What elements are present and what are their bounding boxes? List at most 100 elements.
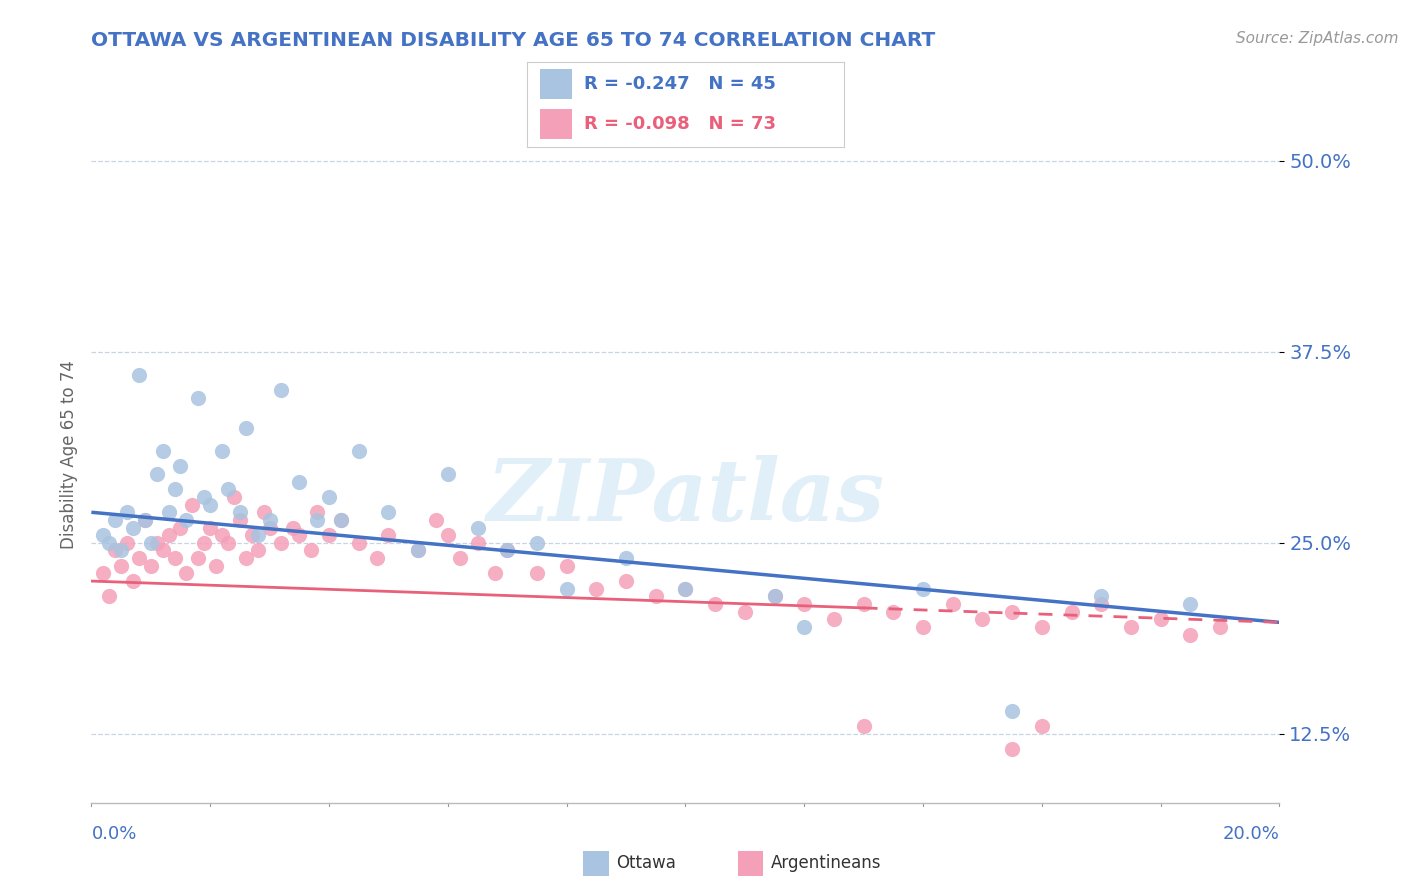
Point [246,543,269,558]
Point [240,528,263,542]
Point [145,536,167,550]
Point [526,566,548,581]
Point [270,536,292,550]
Point [193,490,215,504]
Point [288,528,311,542]
Point [299,543,322,558]
Point [526,536,548,550]
Point [436,467,458,481]
Point [406,543,429,558]
Point [1180,597,1202,611]
Point [283,520,305,534]
Point [169,520,191,534]
Point [222,490,245,504]
Point [942,597,965,611]
Point [98,536,121,550]
Point [496,543,519,558]
Point [614,574,637,588]
Point [98,590,121,604]
Point [1149,612,1171,626]
Point [169,459,191,474]
Point [467,536,489,550]
Text: Source: ZipAtlas.com: Source: ZipAtlas.com [1236,31,1399,46]
Point [496,543,519,558]
Point [157,505,180,519]
Point [115,536,138,550]
Point [163,551,186,566]
Point [134,513,156,527]
Point [217,536,239,550]
Point [366,551,388,566]
Point [211,528,233,542]
Point [307,505,329,519]
Point [145,467,167,481]
Point [329,513,352,527]
Text: R = -0.247   N = 45: R = -0.247 N = 45 [585,75,776,93]
Point [152,444,174,458]
Point [122,574,145,588]
Text: Ottawa: Ottawa [616,855,676,872]
Point [152,543,174,558]
Point [110,558,132,573]
Point [200,498,222,512]
Point [823,612,845,626]
Point [347,536,370,550]
Point [1119,620,1142,634]
Point [270,383,292,397]
Point [235,421,257,435]
Point [157,528,180,542]
Point [91,528,114,542]
Point [763,590,786,604]
Point [104,513,127,527]
Point [673,582,696,596]
Point [585,582,607,596]
Text: 20.0%: 20.0% [1223,825,1279,843]
Point [555,558,578,573]
Point [134,513,156,527]
Text: OTTAWA VS ARGENTINEAN DISABILITY AGE 65 TO 74 CORRELATION CHART: OTTAWA VS ARGENTINEAN DISABILITY AGE 65 … [91,31,935,50]
Bar [540,109,571,139]
Point [205,558,228,573]
Point [229,513,252,527]
Point [193,536,215,550]
Point [104,543,127,558]
Point [852,719,875,733]
Point [329,513,352,527]
Point [882,605,904,619]
Y-axis label: Disability Age 65 to 74: Disability Age 65 to 74 [59,360,77,549]
Point [176,513,198,527]
Point [200,520,222,534]
Text: 0.0%: 0.0% [91,825,136,843]
Point [128,551,150,566]
Point [377,528,399,542]
Point [259,520,281,534]
Point [1090,590,1112,604]
Point [181,498,204,512]
Point [467,520,489,534]
Point [187,391,209,405]
Point [235,551,257,566]
Point [763,590,786,604]
Point [377,505,399,519]
Point [187,551,209,566]
Point [644,590,666,604]
Point [1001,605,1024,619]
Point [734,605,756,619]
Point [246,528,269,542]
Point [163,483,186,497]
Point [176,566,198,581]
Point [793,620,815,634]
Point [673,582,696,596]
Text: ZIPatlas: ZIPatlas [486,455,884,539]
Point [1001,742,1024,756]
Point [128,368,150,382]
Point [1209,620,1232,634]
Point [217,483,239,497]
Point [1180,627,1202,641]
Point [288,475,311,489]
Text: Argentineans: Argentineans [770,855,882,872]
Point [139,558,162,573]
Text: R = -0.098   N = 73: R = -0.098 N = 73 [585,115,776,133]
Point [1031,620,1053,634]
Point [307,513,329,527]
